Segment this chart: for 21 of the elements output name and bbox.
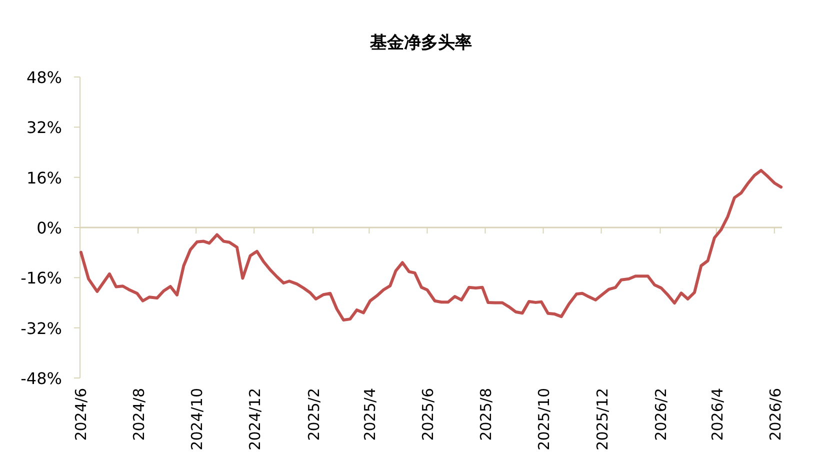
x-tick-label: 2025/10 xyxy=(535,388,554,450)
x-tick-label: 2024/12 xyxy=(246,388,264,450)
y-tick-label: 0% xyxy=(36,218,62,238)
x-tick-label: 2025/6 xyxy=(419,388,438,441)
x-tick-label: 2025/4 xyxy=(361,388,380,441)
x-tick-label: 2025/12 xyxy=(593,388,612,450)
y-tick-label: -16% xyxy=(20,268,62,288)
x-tick-label: 2025/8 xyxy=(477,388,496,441)
x-tick-label: 2026/4 xyxy=(708,388,726,441)
x-tick-label: 2026/6 xyxy=(766,388,784,441)
x-tick-label: 2024/10 xyxy=(188,388,206,450)
x-tick-label: 2024/8 xyxy=(130,388,148,441)
x-tick-label: 2024/6 xyxy=(72,388,90,441)
x-tick-label: 2026/2 xyxy=(652,388,670,441)
y-tick-label: -48% xyxy=(20,369,62,388)
title: 基金净多头率 xyxy=(370,33,472,53)
y-tick-label: 16% xyxy=(26,168,62,188)
y-tick-label: 32% xyxy=(26,118,62,138)
y-tick-label: 48% xyxy=(26,68,62,87)
y-tick-label: -32% xyxy=(20,318,62,338)
x-tick-label: 2025/2 xyxy=(305,388,324,441)
